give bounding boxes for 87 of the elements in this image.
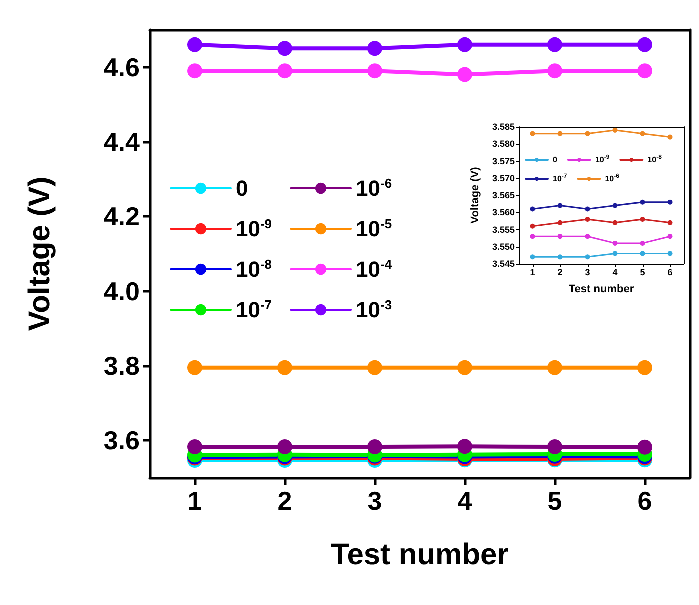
point	[530, 224, 536, 229]
point	[530, 206, 536, 212]
point	[530, 131, 536, 136]
legend-label: 0	[553, 156, 558, 164]
point	[278, 360, 292, 376]
point	[530, 254, 536, 260]
point	[368, 440, 382, 455]
point	[458, 67, 472, 82]
point	[612, 251, 618, 256]
point	[640, 200, 646, 205]
point	[530, 234, 536, 240]
y-axis-title: Voltage (V)	[470, 166, 482, 224]
x-tick-label: 2	[278, 486, 292, 516]
y-tick-label: 3.570	[492, 173, 515, 184]
point	[548, 440, 562, 455]
x-tick-label: 5	[640, 268, 646, 278]
y-tick-label: 3.6	[104, 426, 140, 456]
point	[585, 254, 590, 260]
x-tick-label: 3	[585, 268, 590, 278]
y-tick-label: 4.0	[104, 276, 140, 306]
y-tick-label: 3.555	[492, 224, 515, 235]
x-tick-label: 1	[530, 268, 536, 278]
point	[558, 203, 563, 208]
point	[548, 37, 562, 52]
point	[188, 37, 202, 52]
point	[612, 220, 618, 226]
point	[558, 220, 563, 226]
y-tick-label: 4.4	[104, 127, 141, 157]
point	[368, 41, 382, 56]
x-tick-label: 4	[458, 486, 473, 516]
y-tick-label: 3.550	[492, 242, 515, 252]
point	[668, 251, 673, 256]
x-tick-label: 6	[638, 486, 652, 516]
point	[368, 64, 382, 79]
y-tick-label: 3.580	[492, 139, 515, 150]
point	[640, 216, 646, 222]
point	[638, 37, 652, 52]
point	[668, 220, 673, 226]
point	[668, 234, 673, 240]
point	[585, 234, 590, 240]
point	[278, 64, 292, 79]
x-tick-label: 5	[548, 486, 562, 516]
point	[458, 439, 472, 454]
x-tick-label: 3	[368, 486, 382, 516]
point	[558, 254, 563, 260]
point	[278, 41, 292, 56]
point	[558, 131, 563, 136]
point	[585, 216, 590, 222]
y-tick-label: 3.585	[492, 122, 515, 132]
point	[612, 240, 618, 246]
point	[638, 440, 652, 455]
point	[368, 360, 382, 376]
point	[548, 64, 562, 79]
point	[638, 64, 652, 79]
point	[640, 131, 646, 136]
point	[668, 200, 673, 205]
x-axis-title: Test number	[568, 284, 635, 296]
x-axis-title: Test number	[331, 538, 510, 572]
point	[188, 64, 202, 79]
point	[668, 134, 673, 140]
point	[585, 131, 590, 136]
point	[548, 360, 562, 376]
point	[558, 234, 563, 240]
y-tick-label: 3.565	[492, 190, 515, 200]
point	[612, 203, 618, 208]
x-tick-label: 4	[612, 268, 618, 278]
y-tick-label: 4.2	[104, 202, 140, 232]
point	[278, 440, 292, 455]
y-tick-label: 3.560	[492, 208, 515, 218]
x-tick-label: 1	[188, 486, 202, 516]
x-tick-label: 6	[668, 268, 673, 278]
y-tick-label: 3.575	[492, 156, 515, 166]
point	[640, 251, 646, 256]
y-axis-title: Voltage (V)	[24, 176, 56, 332]
point	[188, 440, 202, 455]
legend-label: 0	[236, 176, 248, 201]
y-tick-label: 3.8	[104, 351, 140, 381]
y-tick-label: 4.6	[104, 52, 140, 82]
point	[585, 206, 590, 212]
point	[458, 37, 472, 52]
point	[458, 360, 472, 376]
point	[188, 360, 202, 376]
point	[612, 128, 618, 133]
y-tick-label: 3.545	[492, 259, 515, 269]
point	[638, 360, 652, 376]
x-tick-label: 2	[558, 268, 563, 278]
point	[640, 240, 646, 246]
